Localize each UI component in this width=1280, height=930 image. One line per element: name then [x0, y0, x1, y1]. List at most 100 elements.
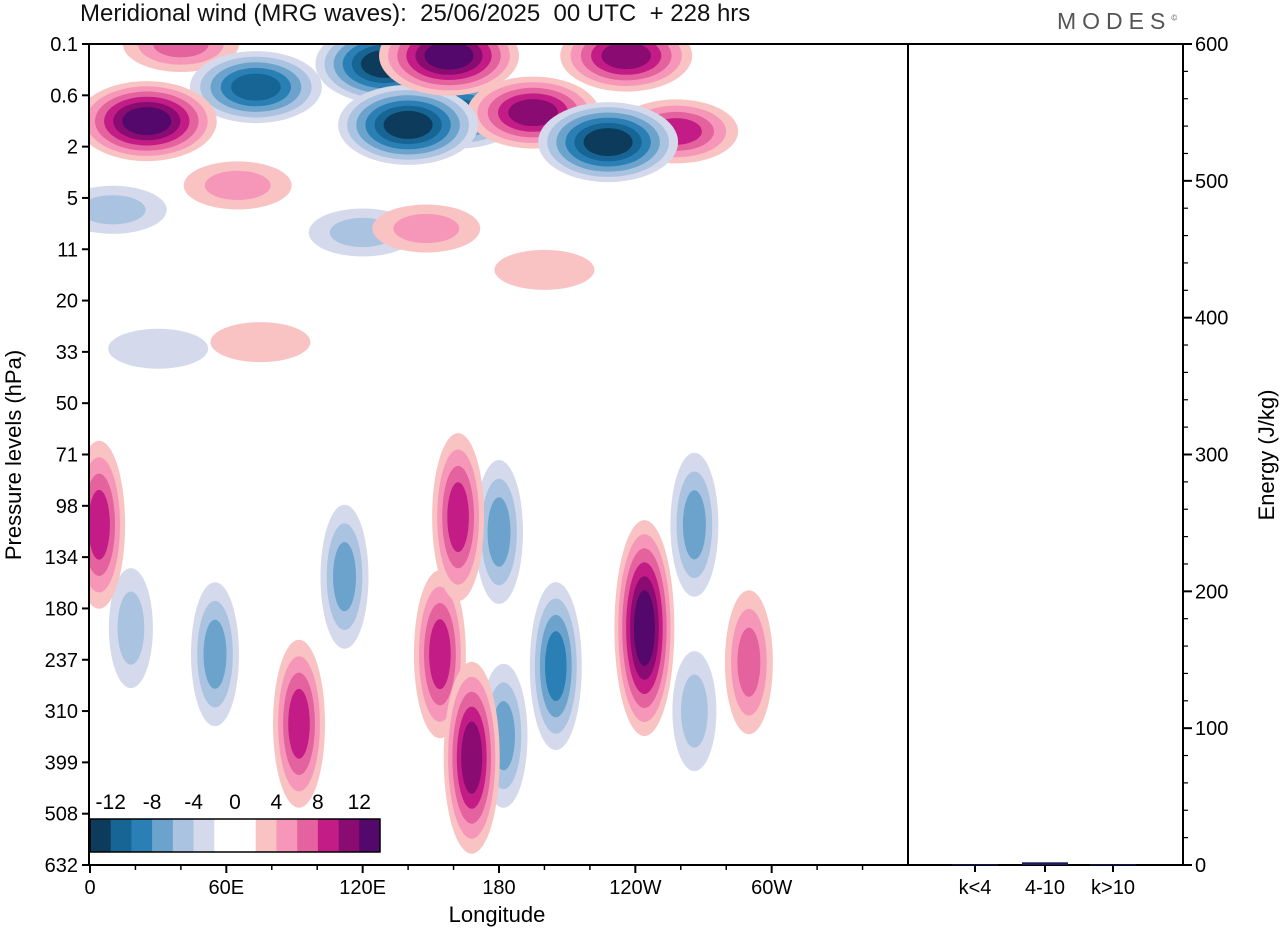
- colorbar-swatch: [255, 819, 277, 852]
- wind-anomaly-cell: [560, 44, 693, 92]
- wind-anomaly-cell: [475, 460, 523, 604]
- wind-anomaly-cell: [614, 520, 675, 737]
- energy-y-tick-label: 200: [1195, 581, 1228, 603]
- wind-contour: [494, 249, 595, 290]
- wind-contour: [633, 590, 655, 666]
- energy-y-tick-label: 500: [1195, 171, 1228, 193]
- colorbar-label: 0: [229, 791, 241, 814]
- energy-plot-frame: [907, 43, 1184, 866]
- colorbar-swatch: [90, 819, 112, 852]
- heatmap-axes: 0.1 0.6 2 5 11 20 33 50 71 98 134 180 237 310 399 508 63…: [45, 34, 864, 899]
- y-tick-label: 50: [56, 393, 78, 415]
- y-tick-label: 399: [45, 752, 78, 774]
- energy-x-tick-label: k<4: [959, 877, 992, 899]
- y-tick-label: 237: [45, 650, 78, 672]
- colorbar-label: 4: [271, 791, 283, 814]
- y-tick-label: 134: [45, 547, 78, 569]
- wind-contour: [583, 128, 633, 157]
- y-tick-label: 180: [45, 598, 78, 620]
- energy-y-tick-label: 100: [1195, 718, 1228, 740]
- wind-contour: [90, 489, 110, 560]
- colorbar-label: -12: [96, 791, 126, 814]
- wind-anomaly-cell: [372, 204, 481, 253]
- y-axis-title: Pressure levels (hPa): [1, 350, 26, 560]
- colorbar-swatch: [214, 819, 236, 852]
- wind-anomaly-cell: [90, 81, 217, 162]
- energy-bars: 0 100 200 300 400 500 600 k<4 4-10 k>10: [952, 34, 1228, 899]
- chart-title: Meridional wind (MRG waves): 25/06/2025 …: [80, 0, 751, 27]
- wind-anomaly-cell: [338, 84, 479, 165]
- wind-anomaly-cell: [379, 44, 519, 96]
- y-tick-label: 11: [57, 239, 78, 261]
- y-tick-label: 310: [45, 701, 78, 723]
- energy-y-tick-label: 600: [1195, 34, 1228, 56]
- wind-anomaly-cell: [189, 51, 322, 124]
- y-tick-label: 0.1: [50, 34, 78, 56]
- wind-anomaly-cell: [538, 102, 679, 183]
- colorbar-swatch: [172, 819, 194, 852]
- colorbar-label: 8: [312, 791, 324, 814]
- y-tick-label: 71: [56, 445, 78, 467]
- wind-contour: [393, 213, 460, 244]
- energy-y-tick-label: 400: [1195, 308, 1228, 330]
- wind-contour: [601, 44, 651, 70]
- y-tick-label: 33: [56, 342, 78, 364]
- wind-contour: [424, 44, 474, 70]
- wind-contour: [681, 674, 708, 748]
- wind-contour: [429, 619, 451, 690]
- energy-y-tick-label: 0: [1195, 855, 1206, 877]
- energy-x-tick-label: k>10: [1091, 877, 1135, 899]
- x-tick-label: 120W: [609, 877, 661, 899]
- energy-bar: [1022, 862, 1068, 865]
- wind-anomaly-cell: [529, 582, 582, 751]
- wind-anomaly-cell: [90, 440, 126, 609]
- wind-contour: [383, 110, 433, 139]
- x-axis-title: Longitude: [449, 902, 546, 927]
- energy-bar: [952, 864, 998, 866]
- colorbar-label: 12: [348, 791, 371, 814]
- heatmap-field: [90, 44, 773, 854]
- wind-anomaly-cell: [672, 651, 717, 772]
- colorbar-swatch: [276, 819, 298, 852]
- y-tick-label: 2: [67, 137, 78, 159]
- wind-anomaly-cell: [413, 570, 466, 739]
- x-tick-label: 60W: [751, 877, 792, 899]
- y-tick-label: 98: [56, 496, 78, 518]
- y-tick-label: 508: [45, 804, 78, 826]
- wind-anomaly-cell: [183, 161, 292, 210]
- colorbar-swatch: [359, 819, 381, 852]
- wind-anomaly-cell: [273, 639, 325, 808]
- brand-name: MODES: [1057, 8, 1172, 34]
- wind-anomaly-cell: [443, 661, 500, 854]
- wind-contour: [153, 44, 209, 58]
- wind-contour: [122, 107, 172, 136]
- wind-contour: [288, 688, 310, 759]
- wind-contour: [447, 482, 469, 552]
- wind-anomaly-cell: [191, 582, 239, 727]
- colorbar-swatch: [338, 819, 360, 852]
- x-tick-label: 0: [84, 877, 95, 899]
- colorbar-frame: [89, 818, 381, 853]
- wind-anomaly-cell: [210, 322, 311, 363]
- energy-bar: [1090, 864, 1136, 866]
- x-tick-label: 180: [482, 877, 515, 899]
- energy-y-tick-label: 300: [1195, 445, 1228, 467]
- wind-anomaly-cell: [724, 590, 773, 735]
- y-tick-label: 632: [45, 855, 78, 877]
- colorbar-swatch: [235, 819, 257, 852]
- colorbar-label: -8: [143, 791, 162, 814]
- y-tick-label: 0.6: [50, 85, 78, 107]
- wind-anomaly-cell: [108, 328, 209, 369]
- colorbar-swatch: [297, 819, 319, 852]
- wind-anomaly-cell: [494, 249, 595, 290]
- colorbar-swatch: [110, 819, 132, 852]
- wind-anomaly-cell: [90, 185, 167, 234]
- colorbar-swatch: [317, 819, 339, 852]
- wind-contour: [210, 322, 311, 363]
- colorbar-label: -4: [184, 791, 203, 814]
- wind-anomaly-cell: [122, 44, 239, 72]
- wind-contour: [737, 627, 761, 697]
- energy-axis-title: Energy (J/kg): [1254, 390, 1279, 521]
- y-tick-label: 5: [67, 188, 78, 210]
